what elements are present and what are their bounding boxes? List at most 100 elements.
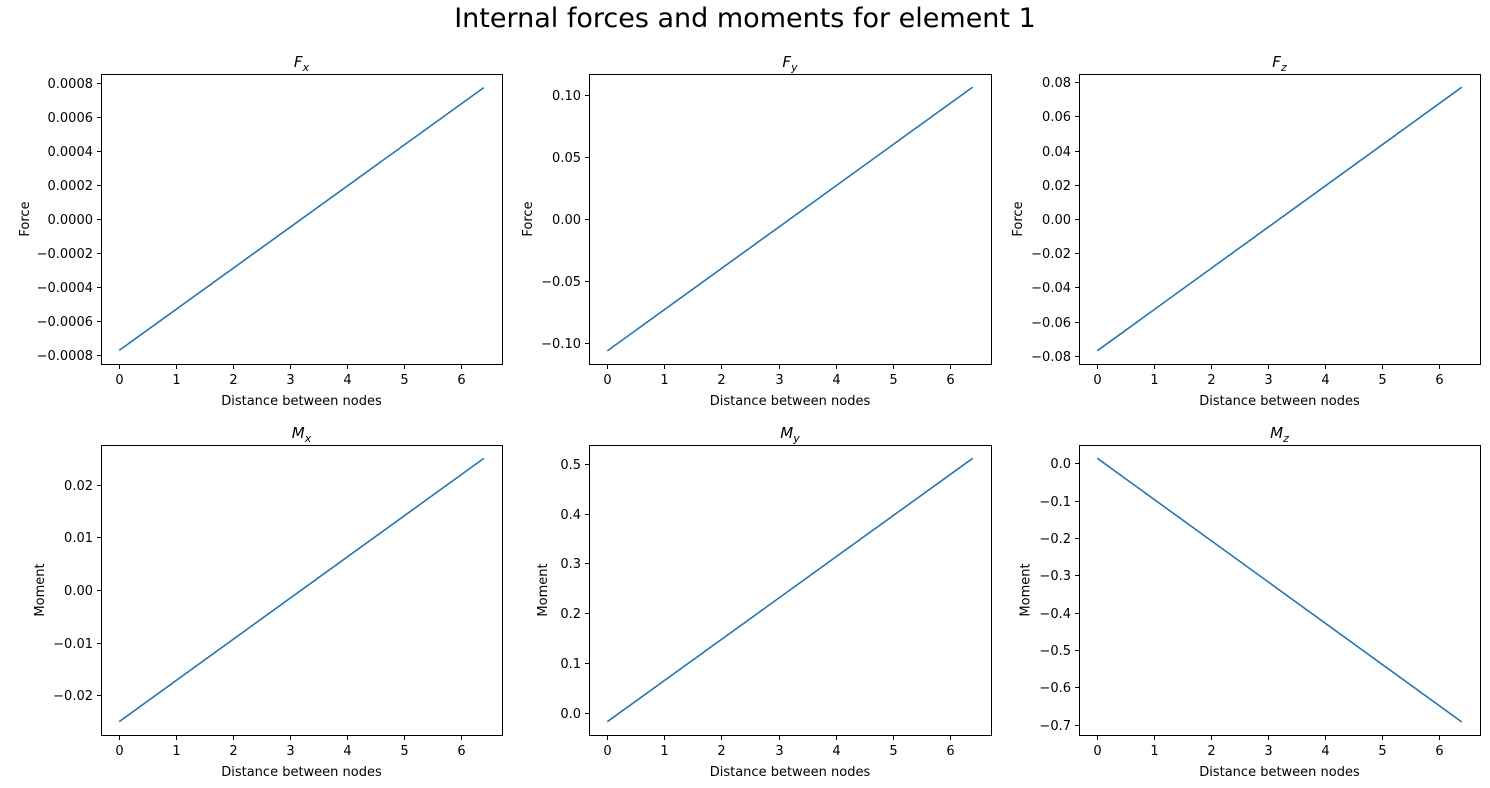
subplot-title-subscript: x [304,432,312,445]
x-tick-label: 6 [1435,744,1443,759]
y-tick-label: −0.08 [1031,350,1071,365]
x-tick-label: 5 [889,744,897,759]
x-tick-label: 1 [172,373,180,388]
y-tick-label: −0.04 [1031,281,1071,296]
subplot-title-subscript: x [302,61,310,74]
y-axis-label: Force [18,201,33,236]
x-tick-label: 1 [172,744,180,759]
x-tick-label: 4 [1321,744,1329,759]
subplot-title-main: F [294,53,303,71]
subplot-1: 0 1 2 3 4 5 6 −0.0008 −0.0006 −0.0004 −0.0002 0.000… [18,53,503,409]
y-tick-label: 0.5 [560,458,581,473]
x-tick-label: 3 [775,373,783,388]
y-tick-label: 0.0 [1050,457,1071,472]
subplot-title-subscript: z [1280,61,1287,74]
x-tick-label: 1 [1150,744,1158,759]
x-tick-label: 0 [115,744,123,759]
subplot-title: Mx [292,424,312,445]
y-tick-label: 0.0004 [48,145,94,160]
x-tick-label: 6 [946,373,954,388]
x-tick-label: 5 [400,744,408,759]
figure-title: Internal forces and moments for element … [454,3,1036,34]
y-tick-label: 0.08 [1042,76,1071,91]
x-tick-label: 1 [1150,373,1158,388]
series-line [1096,86,1463,352]
y-tick-label: 0.00 [1042,213,1071,228]
subplot-title: Fz [1272,53,1287,74]
x-tick-label: 2 [717,744,725,759]
x-tick-label: 3 [286,744,294,759]
y-tick-label: 0.0006 [48,111,94,126]
x-tick-label: 6 [1435,373,1443,388]
x-axis-label: Distance between nodes [1199,394,1360,409]
subplot-title-main: F [782,53,791,71]
x-axis-label: Distance between nodes [221,394,382,409]
y-tick-label: −0.02 [1031,247,1071,262]
subplot-title-main: F [1272,53,1281,71]
y-tick-label: −0.02 [53,689,93,704]
y-tick-label: 0.0000 [48,213,94,228]
x-tick-label: 2 [1207,373,1215,388]
x-tick-label: 6 [457,744,465,759]
y-tick-label: −0.2 [1039,532,1071,547]
x-tick-label: 2 [717,373,725,388]
x-tick-label: 4 [832,373,840,388]
subplot-2: 0 1 2 3 4 5 6 −0.10 −0.05 0.00 0.05 0.10 Fy Distance … [521,53,992,409]
x-tick-label: 3 [775,744,783,759]
y-tick-label: 0.02 [64,479,93,494]
y-axis-label: Force [521,201,536,236]
y-tick-label: −0.06 [1031,316,1071,331]
x-axis-label: Distance between nodes [710,765,871,780]
y-tick-label: 0.04 [1042,145,1071,160]
series-line [606,457,974,723]
y-tick-label: 0.00 [552,213,581,228]
subplot-title-subscript: y [790,61,798,74]
y-tick-label: 0.10 [552,89,581,104]
subplot-3: 0 1 2 3 4 5 6 −0.08 −0.06 −0.04 −0.02 0.00 0.02 0.04 0… [1011,53,1481,409]
x-tick-label: 0 [1093,373,1101,388]
y-axis-label: Moment [33,563,48,616]
x-tick-label: 0 [115,373,123,388]
subplot-title-main: M [780,424,793,442]
x-axis-label: Distance between nodes [710,394,871,409]
x-tick-label: 5 [400,373,408,388]
x-tick-label: 1 [660,744,668,759]
x-tick-label: 5 [1378,744,1386,759]
y-axis-label: Moment [536,563,551,616]
subplot-title: Mz [1270,424,1289,445]
x-tick-label: 3 [286,373,294,388]
y-tick-label: 0.4 [560,508,581,523]
y-axis-label: Moment [1018,563,1033,616]
y-tick-label: 0.0 [560,707,581,722]
subplot-title: Fx [294,53,310,74]
y-tick-label: −0.3 [1039,569,1071,584]
subplot-5: 0 1 2 3 4 5 6 0.0 0.1 0.2 0.3 0.4 0.5 My Distance betw… [536,424,992,780]
x-tick-label: 0 [603,373,611,388]
y-tick-label: −0.0002 [37,247,93,262]
y-tick-label: 0.00 [64,584,93,599]
y-tick-label: 0.06 [1042,110,1071,125]
subplot-4: 0 1 2 3 4 5 6 −0.02 −0.01 0.00 0.01 0.02 Mx Distance … [33,424,503,780]
x-axis-label: Distance between nodes [1199,765,1360,780]
subplot-title: Fy [782,53,798,74]
subplot-title-subscript: y [792,432,800,445]
series-line [118,86,485,352]
y-tick-label: 0.05 [552,151,581,166]
y-axis-label: Force [1011,201,1026,236]
y-tick-label: 0.3 [560,557,581,572]
series-line [606,86,974,352]
y-tick-label: −0.05 [541,275,581,290]
subplot-title-main: M [292,424,305,442]
x-tick-label: 2 [1207,744,1215,759]
y-tick-label: −0.4 [1039,607,1071,622]
axes-frame [589,445,992,736]
x-tick-label: 4 [1321,373,1329,388]
x-tick-label: 1 [660,373,668,388]
y-tick-label: −0.5 [1039,644,1071,659]
x-tick-label: 2 [229,744,237,759]
y-tick-label: −0.01 [53,637,93,652]
axes-frame [1079,445,1481,736]
x-tick-label: 5 [1378,373,1386,388]
y-tick-label: −0.6 [1039,681,1071,696]
